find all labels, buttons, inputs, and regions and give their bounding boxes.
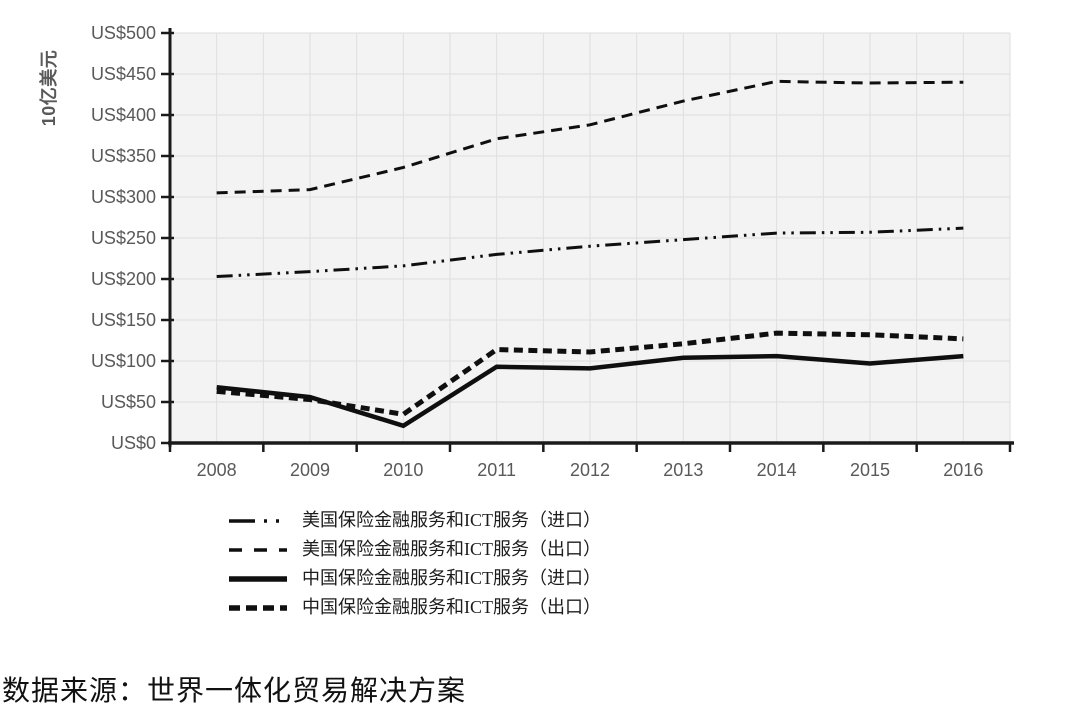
legend-label: 美国保险金融服务和ICT服务（出口）	[302, 539, 601, 559]
x-tick-label: 2015	[850, 460, 890, 480]
legend-line-sample-us-exports	[229, 547, 287, 552]
x-tick-label: 2010	[383, 460, 423, 480]
series-line-3	[216, 330, 964, 417]
x-tick-label: 2013	[663, 460, 703, 480]
x-tick-label: 2016	[943, 460, 983, 480]
legend: 美国保险金融服务和ICT服务（进口） 美国保险金融服务和ICT服务（出口） 中国…	[229, 506, 601, 622]
y-tick-label: US$400	[91, 105, 156, 125]
x-tick-label: 2008	[197, 460, 237, 480]
y-tick-label: US$0	[111, 433, 156, 453]
legend-label: 中国保险金融服务和ICT服务（出口）	[302, 597, 601, 617]
x-tick-label: 2011	[477, 460, 516, 480]
x-tick-label: 2012	[570, 460, 610, 480]
y-tick-label: US$350	[91, 146, 156, 166]
x-tick-label: 2009	[290, 460, 330, 480]
y-tick-label: US$50	[101, 392, 156, 412]
series-line-0	[216, 226, 964, 279]
legend-item: 中国保险金融服务和ICT服务（出口）	[229, 593, 601, 622]
y-tick-label: US$150	[91, 310, 156, 330]
legend-label: 美国保险金融服务和ICT服务（进口）	[302, 510, 601, 530]
chart-figure: US$0 US$50 US$100 US$150 US$200 US$250 US$300 U…	[39, 23, 1014, 622]
legend-line-sample-china-exports	[229, 604, 287, 611]
legend-line-sample-china-imports	[229, 575, 287, 582]
line-chart: US$0 US$50 US$100 US$150 US$200 US$250 US$300 U…	[91, 23, 1014, 480]
x-tick-label: 2014	[757, 460, 797, 480]
y-tick-label: US$250	[91, 228, 156, 248]
legend-label: 中国保险金融服务和ICT服务（进口）	[302, 568, 601, 588]
y-tick-label: US$200	[91, 269, 156, 289]
series-line-1	[216, 79, 964, 195]
y-tick-label: US$100	[91, 351, 156, 371]
y-tick-label: US$300	[91, 187, 156, 207]
series-line-2	[216, 353, 964, 429]
y-tick-label: US$450	[91, 64, 156, 84]
legend-item: 美国保险金融服务和ICT服务（进口）	[229, 506, 601, 535]
legend-item: 美国保险金融服务和ICT服务（出口）	[229, 535, 601, 564]
legend-line-sample-us-imports	[229, 518, 287, 523]
y-tick-label: US$500	[91, 23, 156, 43]
y-axis-title: 10亿美元	[39, 49, 59, 127]
legend-item: 中国保险金融服务和ICT服务（进口）	[229, 564, 601, 593]
source-note: 数据来源：世界一体化贸易解决方案	[2, 676, 467, 707]
